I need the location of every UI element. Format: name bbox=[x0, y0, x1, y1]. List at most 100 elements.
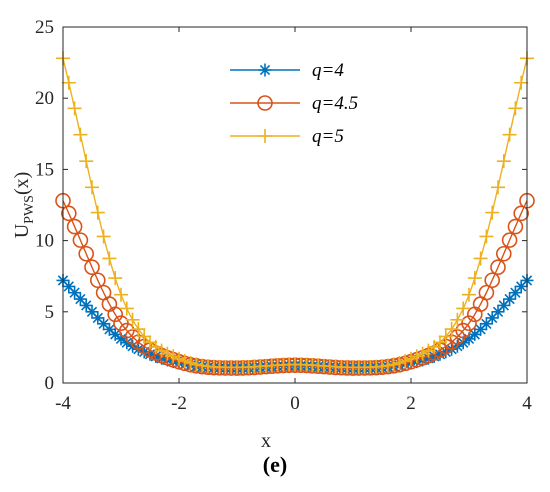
series-marker bbox=[137, 329, 152, 344]
series-marker bbox=[72, 232, 89, 248]
y-tick-label: 20 bbox=[35, 88, 54, 109]
series-marker bbox=[154, 343, 169, 358]
series-marker bbox=[508, 101, 523, 116]
series-marker bbox=[491, 180, 505, 195]
legend-entry: q=5 bbox=[230, 126, 344, 147]
series-marker bbox=[513, 205, 530, 222]
y-axis-label-subscript: PWS bbox=[22, 195, 37, 224]
series-marker bbox=[495, 245, 512, 262]
y-axis-label-main: U bbox=[11, 223, 33, 238]
series-marker bbox=[84, 259, 100, 276]
y-tick-label: 0 bbox=[45, 373, 55, 394]
series-marker bbox=[67, 101, 82, 116]
series-marker bbox=[456, 301, 471, 316]
series-marker bbox=[404, 351, 418, 366]
series-marker bbox=[131, 322, 146, 337]
legend-entry: q=4.5 bbox=[230, 93, 358, 114]
series-marker bbox=[107, 306, 123, 323]
series-marker bbox=[456, 336, 470, 350]
series-marker bbox=[462, 332, 476, 346]
series-marker bbox=[427, 349, 441, 363]
legend-swatch-marker bbox=[258, 129, 272, 143]
series-marker bbox=[473, 251, 488, 266]
series-marker bbox=[508, 286, 522, 300]
series-marker bbox=[514, 279, 528, 293]
legend-swatch-marker bbox=[258, 63, 272, 77]
series-marker bbox=[102, 251, 117, 266]
series-marker bbox=[137, 345, 151, 359]
series-marker bbox=[507, 218, 524, 235]
series-1 bbox=[55, 192, 535, 376]
series-marker bbox=[503, 292, 517, 306]
series-marker bbox=[433, 335, 447, 350]
y-tick-label: 10 bbox=[35, 231, 54, 252]
series-marker bbox=[143, 347, 157, 361]
series-marker bbox=[125, 312, 140, 327]
series-marker bbox=[177, 354, 192, 369]
series-marker bbox=[474, 322, 488, 336]
series-marker bbox=[478, 284, 495, 301]
series-marker bbox=[172, 351, 186, 366]
series-marker bbox=[479, 317, 493, 331]
series-marker bbox=[485, 205, 500, 220]
legend-label: q=5 bbox=[312, 126, 344, 147]
series-marker bbox=[61, 205, 77, 222]
legend: q=4 q=4.5 q=5 bbox=[230, 60, 358, 147]
series-marker bbox=[85, 305, 99, 319]
series-marker bbox=[85, 180, 99, 195]
series-marker bbox=[415, 346, 430, 361]
x-axis-label: x bbox=[261, 430, 271, 452]
series-marker bbox=[421, 343, 436, 358]
x-tick-label: 4 bbox=[522, 393, 532, 414]
series-marker bbox=[485, 311, 499, 325]
legend-label: q=4 bbox=[312, 60, 344, 81]
series-marker bbox=[79, 154, 94, 169]
series-marker bbox=[479, 229, 494, 244]
series-marker bbox=[514, 75, 529, 90]
series-marker bbox=[490, 259, 506, 276]
y-tick-label: 5 bbox=[45, 302, 55, 323]
y-axis-label-suffix: (x) bbox=[11, 172, 33, 195]
legend-swatch-marker bbox=[257, 95, 273, 111]
series-marker bbox=[119, 301, 134, 316]
x-tick-label: -2 bbox=[171, 393, 187, 414]
series-marker bbox=[68, 286, 82, 300]
series-marker bbox=[450, 312, 465, 327]
series-marker bbox=[155, 351, 169, 365]
series-marker bbox=[90, 205, 105, 220]
series-marker bbox=[108, 271, 123, 286]
panel-label: (e) bbox=[263, 452, 287, 477]
x-tick-label: 0 bbox=[290, 393, 300, 414]
series-marker bbox=[438, 329, 453, 344]
series-marker bbox=[62, 279, 76, 293]
x-tick-label: -4 bbox=[55, 393, 71, 414]
series-marker bbox=[433, 347, 447, 361]
svg-text:UPWS(x): UPWS(x) bbox=[11, 172, 37, 239]
series-marker bbox=[484, 272, 501, 289]
series-marker bbox=[491, 305, 505, 319]
series-marker bbox=[90, 272, 106, 289]
y-tick-label: 15 bbox=[35, 159, 54, 180]
series-marker bbox=[73, 127, 88, 142]
series-marker bbox=[91, 311, 105, 325]
legend-entry: q=4 bbox=[230, 60, 344, 81]
series-marker bbox=[461, 315, 477, 331]
legend-label: q=4.5 bbox=[312, 93, 358, 114]
series-marker bbox=[114, 332, 128, 346]
series-marker bbox=[502, 127, 517, 142]
series-marker bbox=[467, 271, 482, 286]
series-marker bbox=[97, 317, 111, 331]
series-marker bbox=[96, 229, 111, 244]
series-marker bbox=[148, 339, 163, 354]
series-marker bbox=[78, 245, 94, 262]
series-marker bbox=[439, 345, 453, 359]
series-marker bbox=[468, 327, 482, 341]
x-tick-label: 2 bbox=[406, 393, 416, 414]
series-marker bbox=[501, 232, 518, 248]
series-marker bbox=[409, 349, 424, 364]
series-layer bbox=[55, 51, 535, 376]
series-marker bbox=[102, 322, 116, 336]
y-axis-label: UPWS(x) bbox=[11, 172, 37, 239]
series-marker bbox=[73, 292, 87, 306]
